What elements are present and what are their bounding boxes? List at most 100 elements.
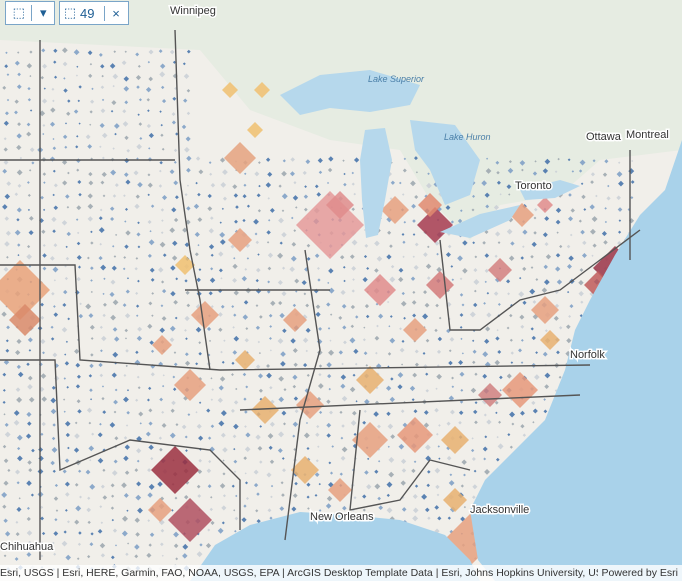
county-marker[interactable] (423, 410, 429, 415)
county-marker[interactable] (100, 484, 105, 489)
county-marker[interactable] (74, 519, 80, 525)
county-marker[interactable] (185, 449, 188, 452)
county-marker[interactable] (40, 516, 45, 521)
county-marker[interactable] (137, 326, 143, 332)
county-marker[interactable] (518, 348, 523, 353)
county-marker[interactable] (161, 194, 168, 201)
county-marker[interactable] (389, 396, 395, 403)
county-marker[interactable] (232, 277, 238, 283)
county-marker[interactable] (210, 216, 214, 220)
hotspot-marker[interactable] (364, 274, 396, 306)
county-marker[interactable] (318, 170, 323, 175)
county-marker[interactable] (386, 493, 390, 498)
county-marker[interactable] (314, 253, 320, 259)
county-marker[interactable] (121, 482, 127, 489)
county-marker[interactable] (126, 389, 130, 392)
county-marker[interactable] (485, 168, 492, 174)
county-marker[interactable] (112, 147, 115, 150)
county-marker[interactable] (282, 266, 286, 270)
county-marker[interactable] (469, 311, 476, 318)
county-marker[interactable] (376, 255, 383, 262)
county-marker[interactable] (460, 388, 464, 392)
county-marker[interactable] (210, 305, 214, 309)
county-marker[interactable] (290, 216, 294, 220)
county-marker[interactable] (158, 519, 165, 526)
county-marker[interactable] (292, 303, 297, 308)
county-marker[interactable] (64, 509, 68, 512)
county-marker[interactable] (76, 399, 81, 404)
county-marker[interactable] (257, 253, 260, 256)
county-marker[interactable] (413, 409, 418, 414)
county-marker[interactable] (555, 219, 561, 225)
county-marker[interactable] (173, 148, 178, 153)
county-marker[interactable] (112, 327, 118, 332)
county-marker[interactable] (2, 372, 7, 377)
county-marker[interactable] (351, 182, 355, 186)
county-marker[interactable] (102, 468, 106, 472)
county-marker[interactable] (281, 232, 287, 238)
hotspot-marker[interactable] (403, 318, 427, 342)
county-marker[interactable] (97, 432, 103, 438)
county-marker[interactable] (497, 350, 502, 354)
county-marker[interactable] (41, 229, 46, 234)
county-marker[interactable] (3, 554, 7, 558)
county-marker[interactable] (362, 338, 366, 342)
county-marker[interactable] (67, 317, 71, 321)
county-marker[interactable] (88, 421, 92, 425)
county-marker[interactable] (77, 265, 81, 269)
county-marker[interactable] (76, 168, 80, 172)
county-marker[interactable] (5, 230, 11, 236)
county-marker[interactable] (472, 349, 477, 354)
county-marker[interactable] (3, 413, 6, 416)
county-marker[interactable] (17, 72, 21, 77)
county-marker[interactable] (78, 531, 82, 535)
county-marker[interactable] (174, 316, 178, 320)
county-marker[interactable] (186, 303, 191, 308)
county-marker[interactable] (102, 292, 105, 295)
county-marker[interactable] (401, 339, 405, 343)
county-marker[interactable] (161, 554, 164, 557)
county-marker[interactable] (52, 423, 56, 427)
county-marker[interactable] (591, 254, 594, 257)
county-marker[interactable] (258, 184, 261, 188)
county-marker[interactable] (27, 244, 31, 249)
county-marker[interactable] (507, 433, 511, 437)
county-marker[interactable] (110, 279, 116, 285)
county-marker[interactable] (486, 419, 492, 425)
county-marker[interactable] (413, 264, 419, 270)
county-marker[interactable] (76, 205, 82, 211)
county-marker[interactable] (26, 530, 33, 536)
county-marker[interactable] (148, 147, 151, 150)
county-marker[interactable] (75, 218, 79, 221)
county-marker[interactable] (506, 326, 510, 330)
hotspot-marker[interactable] (175, 255, 195, 275)
county-marker[interactable] (506, 373, 512, 379)
county-marker[interactable] (343, 340, 347, 345)
county-marker[interactable] (174, 496, 178, 500)
county-marker[interactable] (283, 388, 287, 392)
county-marker[interactable] (471, 448, 475, 453)
county-marker[interactable] (211, 388, 215, 391)
county-marker[interactable] (566, 244, 571, 249)
county-marker[interactable] (161, 410, 165, 414)
county-marker[interactable] (98, 255, 103, 261)
county-marker[interactable] (100, 264, 107, 271)
county-marker[interactable] (198, 169, 204, 175)
county-marker[interactable] (436, 373, 442, 380)
county-marker[interactable] (481, 180, 487, 186)
county-marker[interactable] (171, 400, 176, 406)
county-marker[interactable] (542, 168, 549, 174)
hotspot-marker[interactable] (326, 191, 354, 219)
county-marker[interactable] (148, 132, 154, 139)
county-marker[interactable] (113, 123, 120, 129)
county-marker[interactable] (458, 410, 464, 416)
county-marker[interactable] (65, 492, 70, 497)
county-marker[interactable] (53, 312, 59, 317)
county-marker[interactable] (267, 171, 273, 177)
county-marker[interactable] (434, 241, 440, 246)
hotspot-marker[interactable] (0, 260, 50, 320)
county-marker[interactable] (146, 123, 151, 129)
county-marker[interactable] (51, 291, 55, 296)
county-marker[interactable] (510, 361, 514, 364)
county-marker[interactable] (50, 397, 57, 404)
